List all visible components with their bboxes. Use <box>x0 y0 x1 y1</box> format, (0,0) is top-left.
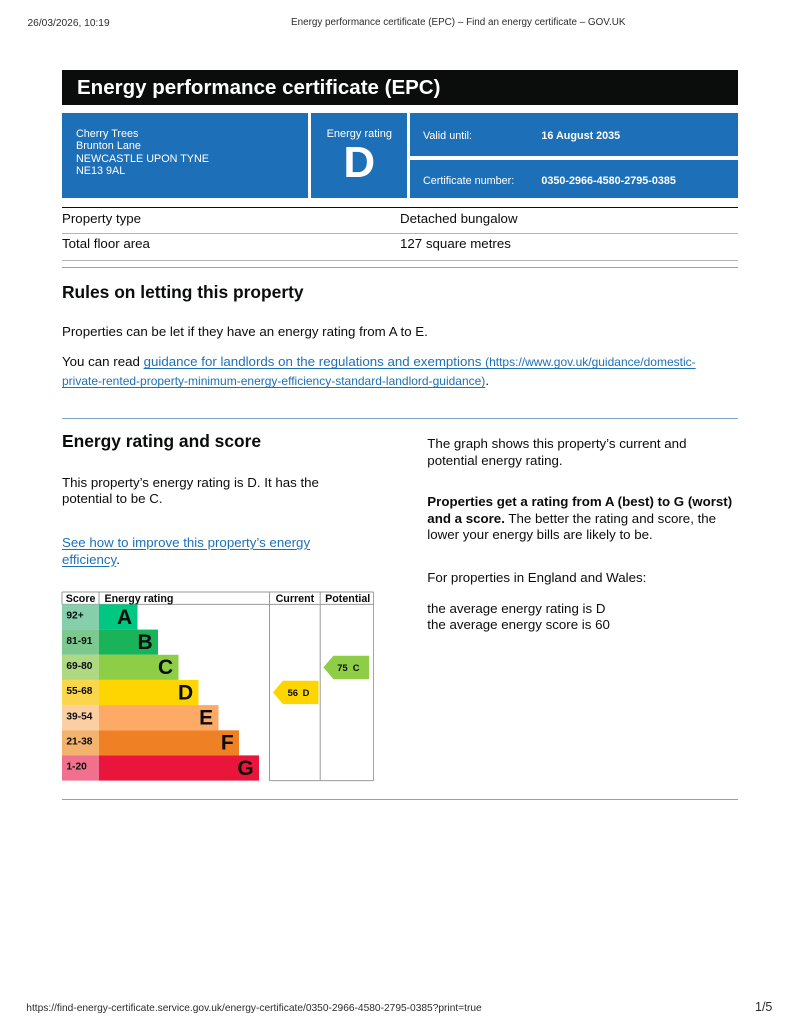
svg-text:75: 75 <box>337 662 347 673</box>
svg-text:69-80: 69-80 <box>66 661 92 672</box>
svg-text:56: 56 <box>288 687 298 698</box>
svg-text:G: G <box>237 757 253 780</box>
svg-text:F: F <box>221 732 234 755</box>
svg-text:Potential: Potential <box>325 593 370 605</box>
svg-text:21-38: 21-38 <box>66 737 92 748</box>
svg-text:C: C <box>158 656 173 679</box>
svg-text:Energy rating: Energy rating <box>105 593 174 605</box>
svg-text:81-91: 81-91 <box>66 636 92 647</box>
svg-text:B: B <box>138 631 153 654</box>
svg-text:39-54: 39-54 <box>66 711 92 722</box>
svg-text:92+: 92+ <box>66 611 83 622</box>
svg-text:55-68: 55-68 <box>66 686 92 697</box>
svg-text:1-20: 1-20 <box>66 762 87 773</box>
svg-text:Score: Score <box>66 593 96 605</box>
svg-text:A: A <box>117 606 132 629</box>
svg-text:D: D <box>178 681 193 704</box>
svg-text:C: C <box>353 662 360 673</box>
svg-text:D: D <box>303 687 310 698</box>
svg-text:Current: Current <box>276 593 315 605</box>
svg-text:E: E <box>199 707 213 730</box>
